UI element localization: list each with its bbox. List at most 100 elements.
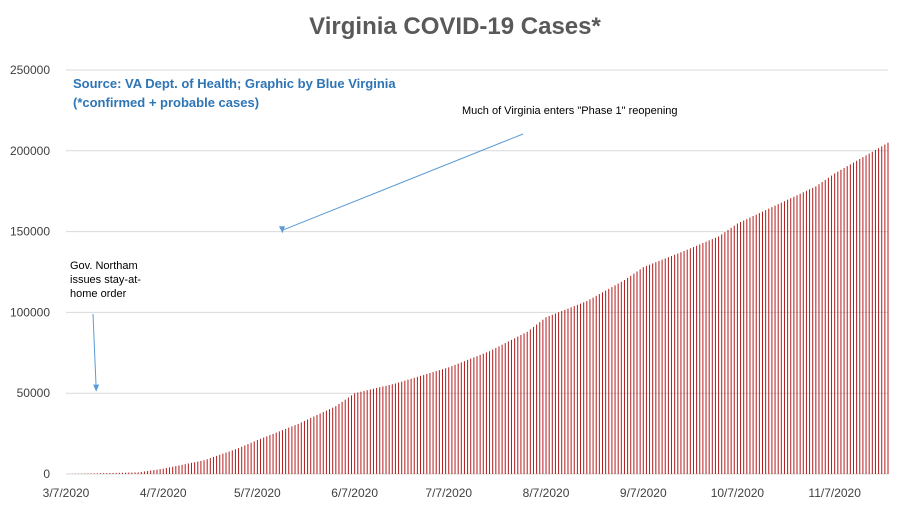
- bar: [131, 472, 133, 474]
- bar: [834, 173, 836, 474]
- bar: [297, 423, 299, 474]
- bar: [463, 361, 465, 474]
- bar: [655, 262, 657, 474]
- bar: [699, 244, 701, 474]
- bar: [222, 453, 224, 474]
- bar: [294, 425, 296, 474]
- bar: [190, 462, 192, 474]
- bar: [768, 208, 770, 474]
- bar: [366, 390, 368, 474]
- bar: [881, 146, 883, 475]
- bar: [501, 344, 503, 474]
- bar: [702, 243, 704, 474]
- bar: [285, 428, 287, 474]
- bar: [862, 157, 864, 474]
- stay-at-home-annotation: Gov. Northam: [70, 260, 138, 272]
- bar: [445, 368, 447, 474]
- bar: [636, 271, 638, 474]
- bar: [216, 455, 218, 474]
- bar: [589, 299, 591, 474]
- x-tick-label: 5/7/2020: [234, 486, 281, 500]
- bar: [727, 229, 729, 474]
- y-axis-ticks: 0 50000 100000 150000 200000 250000: [10, 63, 50, 481]
- bar: [322, 412, 324, 474]
- x-tick-label: 4/7/2020: [140, 486, 187, 500]
- bar: [401, 381, 403, 474]
- bar: [404, 380, 406, 474]
- bar: [338, 403, 340, 474]
- gridlines: [66, 69, 888, 475]
- bar: [260, 438, 262, 474]
- bar: [319, 413, 321, 474]
- phase1-arrow: [282, 133, 524, 231]
- bar: [263, 437, 265, 474]
- bar: [441, 369, 443, 474]
- bar: [382, 386, 384, 474]
- bar: [344, 399, 346, 474]
- bar: [511, 339, 513, 474]
- bar: [633, 273, 635, 474]
- bar: [796, 195, 798, 475]
- bar: [514, 338, 516, 474]
- bar: [558, 312, 560, 474]
- bar: [630, 275, 632, 474]
- bars: [68, 142, 889, 475]
- bar: [551, 314, 553, 474]
- bar: [175, 466, 177, 474]
- bar: [780, 202, 782, 474]
- bar: [181, 464, 183, 474]
- bar: [376, 387, 378, 474]
- bar: [225, 452, 227, 474]
- bar: [303, 420, 305, 474]
- bar: [435, 371, 437, 474]
- y-tick-label: 150000: [10, 225, 50, 239]
- bar: [667, 257, 669, 474]
- bar: [783, 201, 785, 474]
- bar: [115, 472, 117, 474]
- bar: [532, 326, 534, 474]
- bar: [868, 153, 870, 474]
- bar: [485, 352, 487, 474]
- bar: [372, 388, 374, 474]
- bar: [253, 441, 255, 474]
- bar: [884, 144, 886, 474]
- chart-title: Virginia COVID-19 Cases*: [309, 13, 601, 40]
- bar: [118, 472, 120, 474]
- bar: [357, 392, 359, 474]
- bar: [714, 237, 716, 474]
- bar: [736, 223, 738, 474]
- bar: [504, 343, 506, 474]
- bar: [718, 236, 720, 474]
- bar: [203, 460, 205, 474]
- source-note: Source: VA Dept. of Health; Graphic by B…: [73, 76, 396, 91]
- bar: [100, 473, 102, 474]
- bar: [194, 462, 196, 474]
- bar: [109, 473, 111, 474]
- bar: [733, 225, 735, 474]
- bar: [420, 375, 422, 474]
- bar: [824, 179, 826, 474]
- annotations: Source: VA Dept. of Health; Graphic by B…: [70, 76, 678, 392]
- bar: [125, 472, 127, 474]
- bar: [865, 155, 867, 474]
- bar: [197, 461, 199, 474]
- bar: [583, 302, 585, 474]
- bar: [451, 366, 453, 474]
- bar: [645, 265, 647, 474]
- bar: [379, 387, 381, 474]
- bar: [649, 264, 651, 474]
- bar: [664, 258, 666, 474]
- y-tick-label: 0: [43, 467, 50, 481]
- bar: [686, 249, 688, 474]
- x-axis-ticks: 3/7/2020 4/7/2020 5/7/2020 6/7/2020 7/7/2020…: [43, 486, 862, 500]
- bar: [771, 207, 773, 474]
- bar: [423, 374, 425, 474]
- bar: [580, 303, 582, 474]
- bar: [692, 247, 694, 474]
- bar: [206, 459, 208, 474]
- bar: [805, 190, 807, 474]
- bar: [620, 281, 622, 474]
- bar: [398, 382, 400, 474]
